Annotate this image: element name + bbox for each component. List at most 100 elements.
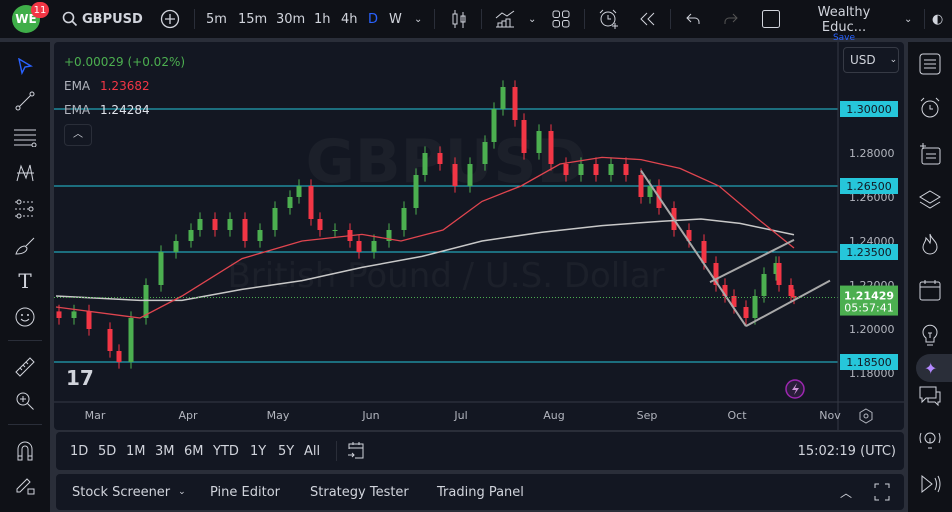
- flame-icon: [922, 233, 938, 255]
- price-chart[interactable]: GBPUSD British Pound / U.S. Dollar 1.280…: [54, 42, 904, 430]
- tab-pine-editor[interactable]: Pine Editor: [210, 484, 281, 500]
- indicators-dropdown[interactable]: ⌄: [528, 13, 537, 25]
- lightning-icon: [792, 383, 799, 395]
- divider: [481, 9, 482, 29]
- price-tick: 1.26000: [849, 191, 895, 204]
- fullscreen-button[interactable]: [761, 0, 781, 38]
- alert-button[interactable]: [598, 0, 620, 38]
- candles-style-button[interactable]: [450, 0, 468, 38]
- cursor-tool[interactable]: [12, 54, 38, 80]
- range-1y[interactable]: 1Y: [250, 443, 267, 459]
- range-all[interactable]: All: [304, 443, 321, 459]
- clock[interactable]: 15:02:19 (UTC): [797, 443, 896, 459]
- range-3m[interactable]: 3M: [155, 443, 175, 459]
- range-5d[interactable]: 5D: [98, 443, 117, 459]
- interval-1h[interactable]: 1h: [314, 11, 331, 27]
- ruler-icon: [15, 357, 35, 377]
- range-1d[interactable]: 1D: [70, 443, 89, 459]
- bar-countdown: 05:57:41: [844, 302, 893, 315]
- brush-tool[interactable]: [12, 232, 38, 258]
- interval-w[interactable]: W: [389, 11, 402, 27]
- layouts-button[interactable]: [552, 0, 570, 38]
- collapse-sidebar-button[interactable]: [916, 470, 944, 498]
- measure-tool[interactable]: [12, 354, 38, 380]
- symbol-search[interactable]: GBPUSD: [62, 0, 143, 38]
- time-tick: Nov: [819, 409, 841, 422]
- calendar-button[interactable]: [916, 276, 944, 304]
- divider: [434, 9, 435, 29]
- candle-body: [332, 230, 338, 231]
- candle-body: [128, 318, 134, 362]
- candle-body: [773, 263, 779, 274]
- ai-assistant-button[interactable]: ✦: [916, 354, 952, 382]
- expand-panel-button[interactable]: ︿: [840, 474, 852, 510]
- list-icon: [919, 53, 941, 75]
- watchlist-button[interactable]: [916, 50, 944, 78]
- ideas-button[interactable]: [916, 320, 944, 348]
- currency-select[interactable]: USD ⌄: [843, 47, 899, 73]
- lightning-button[interactable]: [785, 379, 805, 399]
- undo-button[interactable]: [685, 0, 701, 38]
- ema-slow-legend[interactable]: EMA 1.24284: [64, 98, 185, 122]
- candle-body: [212, 219, 218, 230]
- chart-pane[interactable]: GBPUSD British Pound / U.S. Dollar 1.280…: [54, 42, 904, 430]
- interval-dropdown[interactable]: ⌄: [414, 13, 423, 25]
- collapse-legend-button[interactable]: ︿: [64, 124, 92, 146]
- ema-fast-legend[interactable]: EMA 1.23682: [64, 74, 185, 98]
- layout-menu[interactable]: Wealthy Educ... Save: [794, 5, 894, 43]
- range-ytd[interactable]: YTD: [213, 443, 239, 459]
- tab-stock-screener[interactable]: Stock Screener ⌄: [72, 474, 186, 510]
- watermark-description: British Pound / U.S. Dollar: [227, 256, 664, 296]
- interval-4h[interactable]: 4h: [341, 11, 358, 27]
- time-axis-settings[interactable]: [859, 408, 873, 424]
- range-5y[interactable]: 5Y: [278, 443, 295, 459]
- prediction-tool[interactable]: [12, 196, 38, 222]
- notification-badge: 11: [31, 2, 49, 18]
- calendar-icon: [919, 280, 941, 301]
- compare-button[interactable]: [160, 0, 180, 38]
- level-price-label: 1.18500: [846, 356, 892, 369]
- candle-body: [743, 307, 749, 318]
- candle-body: [386, 230, 392, 241]
- go-to-date-button[interactable]: [346, 432, 366, 470]
- chat-button[interactable]: [916, 382, 944, 410]
- lightbulb-icon: [922, 324, 938, 346]
- lock-drawings-tool[interactable]: [12, 472, 38, 498]
- interval-15m[interactable]: 15m: [238, 11, 268, 27]
- interval-d[interactable]: D: [368, 11, 379, 27]
- tab-trading-panel[interactable]: Trading Panel: [437, 484, 524, 500]
- trendline: [745, 279, 831, 328]
- text-tool[interactable]: T: [12, 268, 38, 294]
- range-1m[interactable]: 1M: [126, 443, 146, 459]
- tab-strategy-tester[interactable]: Strategy Tester: [310, 484, 409, 500]
- candle-body: [701, 241, 707, 263]
- fib-tool[interactable]: [12, 124, 38, 150]
- hotlists-button[interactable]: [916, 230, 944, 258]
- last-price-label-bg: [840, 285, 898, 316]
- alerts-button[interactable]: [916, 94, 944, 122]
- level-price-label-bg: [840, 354, 898, 370]
- candle-body: [371, 241, 377, 252]
- layers-button[interactable]: [916, 186, 944, 214]
- redo-button[interactable]: [723, 0, 739, 38]
- object-tree-button[interactable]: [916, 140, 944, 168]
- magnet-tool[interactable]: [12, 438, 38, 464]
- trendline-tool[interactable]: [12, 88, 38, 114]
- candle-body: [71, 311, 77, 318]
- broadcast-icon: [919, 432, 941, 449]
- maximize-panel-button[interactable]: [874, 474, 890, 510]
- streams-button[interactable]: [916, 426, 944, 454]
- quick-settings-icon[interactable]: ◐: [932, 11, 944, 27]
- interval-5m[interactable]: 5m: [206, 11, 227, 27]
- replay-button[interactable]: [638, 0, 656, 38]
- range-bar: 1D 5D 1M 3M 6M YTD 1Y 5Y All 15:02:19 (UTC): [56, 432, 904, 470]
- candle-body: [317, 219, 323, 230]
- emoji-tool[interactable]: [12, 304, 38, 330]
- layout-dropdown[interactable]: ⌄: [904, 13, 913, 25]
- zoom-tool[interactable]: [12, 388, 38, 414]
- pattern-tool[interactable]: [12, 160, 38, 186]
- interval-30m[interactable]: 30m: [276, 11, 306, 27]
- indicators-button[interactable]: [494, 0, 516, 38]
- range-6m[interactable]: 6M: [184, 443, 204, 459]
- save-label[interactable]: Save: [832, 33, 856, 43]
